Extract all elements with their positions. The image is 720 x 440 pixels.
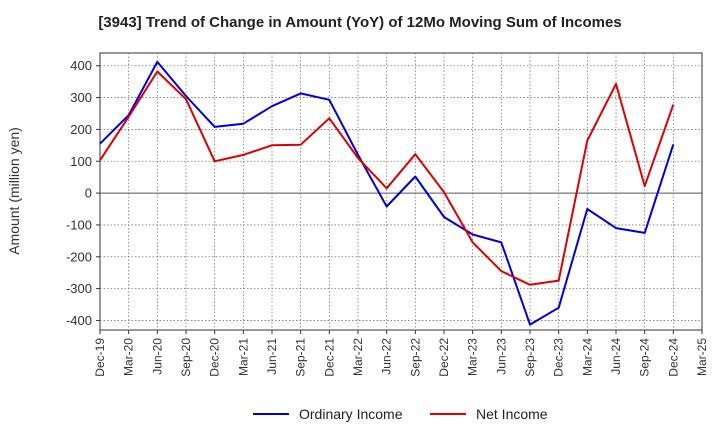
y-tick-label: -200: [66, 249, 92, 264]
legend-swatch-net-income: [430, 413, 466, 415]
legend-item-ordinary-income: Ordinary Income: [253, 406, 402, 422]
x-tick-label: Dec-23: [552, 338, 566, 377]
x-tick-label: Jun-24: [609, 338, 623, 375]
y-tick-label: 0: [85, 186, 92, 201]
series-line-ordinary-income: [99, 60, 675, 326]
x-tick-label: Mar-24: [580, 338, 594, 376]
y-tick-label: -400: [66, 313, 92, 328]
x-tick-label: Sep-20: [179, 338, 193, 377]
y-tick-label: -300: [66, 281, 92, 296]
x-tick-label: Jun-20: [150, 338, 164, 375]
legend-item-net-income: Net Income: [430, 406, 548, 422]
legend-label-ordinary-income: Ordinary Income: [299, 406, 403, 422]
series-line-net-income: [99, 70, 675, 286]
y-tick-label: 400: [70, 58, 92, 73]
grid: [100, 53, 702, 330]
y-tick-label: -100: [66, 217, 92, 232]
series-lines: [99, 60, 675, 326]
x-tick-label: Sep-24: [638, 338, 652, 377]
y-tick-labels: 400 300 200 100 0 -100 -200 -300 -400: [66, 58, 100, 328]
x-tick-label: Mar-23: [466, 338, 480, 376]
x-tick-labels: Dec-19 Mar-20 Jun-20 Sep-20 Dec-20 Mar-21 Jun-…: [93, 330, 709, 377]
x-tick-label: Mar-25: [695, 338, 709, 376]
y-tick-label: 300: [70, 90, 92, 105]
x-tick-label: Dec-21: [322, 338, 336, 377]
legend-swatch-ordinary-income: [253, 413, 289, 415]
y-axis-label: Amount (million yen): [6, 127, 22, 255]
x-tick-label: Dec-24: [666, 338, 680, 377]
x-tick-label: Mar-20: [122, 338, 136, 376]
x-tick-label: Mar-21: [236, 338, 250, 376]
x-tick-label: Jun-22: [380, 338, 394, 375]
x-tick-label: Dec-19: [93, 338, 107, 377]
y-tick-label: 200: [70, 122, 92, 137]
x-tick-label: Sep-23: [523, 338, 537, 377]
x-tick-label: Sep-22: [408, 338, 422, 377]
x-tick-label: Sep-21: [294, 338, 308, 377]
x-tick-label: Jun-23: [494, 338, 508, 375]
y-tick-label: 100: [70, 154, 92, 169]
chart-title: [3943] Trend of Change in Amount (YoY) o…: [98, 14, 622, 31]
legend-label-net-income: Net Income: [476, 406, 548, 422]
x-tick-label: Mar-22: [351, 338, 365, 376]
x-tick-label: Dec-20: [208, 338, 222, 377]
x-tick-label: Dec-22: [437, 338, 451, 377]
x-tick-label: Jun-21: [265, 338, 279, 375]
